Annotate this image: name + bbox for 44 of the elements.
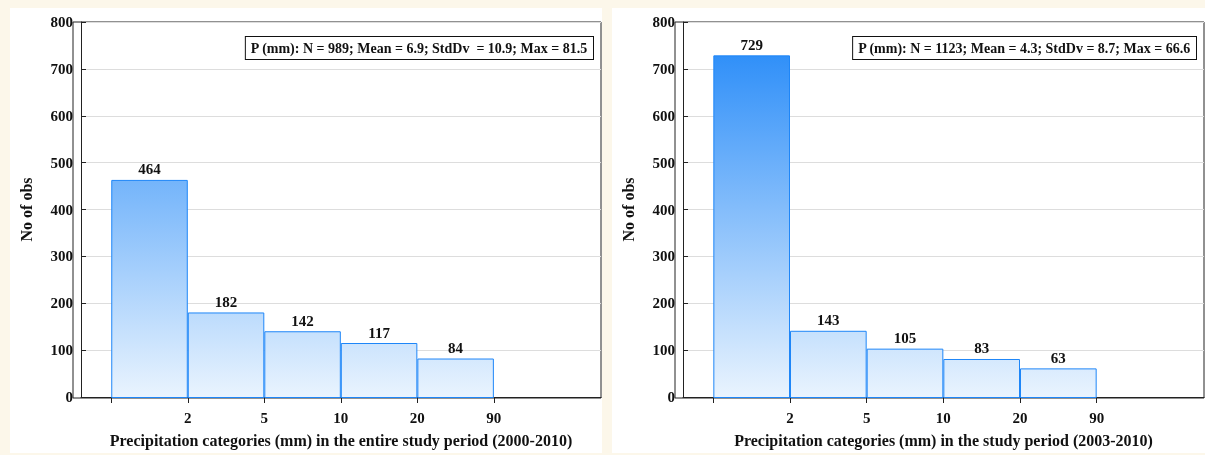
x-tick-label: 2: [786, 409, 794, 426]
y-tick-label: 800: [652, 14, 675, 30]
x-tick-label: 10: [935, 409, 951, 426]
x-axis-title: Precipitation categories (mm) in the study period (2003-2010): [734, 431, 1153, 450]
data-label: 182: [214, 293, 238, 310]
data-label: 84: [448, 340, 464, 357]
x-tick-label: 2: [184, 409, 192, 426]
y-tick-label: 600: [50, 107, 73, 124]
data-label: 63: [1050, 349, 1066, 366]
x-tick-label: 5: [862, 409, 871, 426]
annotation: P (mm): N = 1123; Mean = 4.3; StdDv = 8.7; Max = 66.6: [858, 40, 1191, 57]
y-tick-label: 500: [50, 154, 73, 171]
y-axis-title: No of obs: [619, 177, 637, 242]
x-tick-label: 10: [333, 409, 349, 426]
y-tick-label: 300: [50, 248, 73, 265]
y-tick-label: 700: [50, 60, 73, 77]
y-tick-label: 100: [50, 342, 73, 359]
y-tick-label: 100: [652, 342, 675, 359]
y-tick-label: 400: [50, 201, 73, 218]
data-label: 729: [740, 36, 763, 53]
data-label: 143: [817, 312, 840, 329]
x-tick-label: 20: [409, 409, 425, 426]
y-tick-label: 600: [652, 107, 675, 124]
data-label: 117: [368, 324, 391, 341]
y-tick-label: 500: [652, 154, 675, 171]
data-label: 83: [974, 340, 990, 357]
data-label: 464: [138, 161, 162, 178]
y-tick-label: 0: [65, 389, 73, 405]
data-label: 142: [291, 312, 314, 329]
x-tick-label: 5: [260, 409, 269, 426]
y-tick-label: 800: [50, 14, 73, 30]
y-tick-label: 700: [652, 60, 675, 77]
y-tick-label: 200: [50, 295, 73, 312]
x-tick-label: 90: [486, 409, 502, 426]
y-tick-label: 400: [652, 201, 675, 218]
y-tick-label: 300: [652, 248, 675, 265]
x-tick-label: 90: [1089, 409, 1105, 426]
y-tick-label: 200: [652, 295, 675, 312]
x-axis-title: Precipitation categories (mm) in the entire study period (2000-2010): [109, 431, 573, 450]
data-label: 105: [893, 330, 917, 347]
y-tick-label: 0: [667, 389, 675, 405]
y-axis-title: No of obs: [17, 177, 35, 242]
annotation: P (mm): N = 989; Mean = 6.9; StdDv = 10.9; Max = 81.5: [250, 40, 588, 57]
x-tick-label: 20: [1012, 409, 1028, 426]
